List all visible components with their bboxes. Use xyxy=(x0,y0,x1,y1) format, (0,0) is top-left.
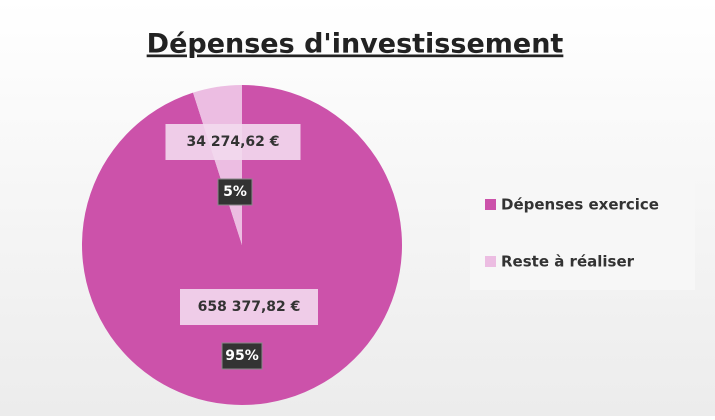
legend-label: Dépenses exercice xyxy=(501,196,659,214)
value-label: 34 274,62 € xyxy=(187,134,280,150)
value-label-box xyxy=(180,289,318,325)
legend-label: Reste à réaliser xyxy=(501,253,635,271)
percentage-label: 95% xyxy=(225,348,259,364)
value-label-box xyxy=(165,124,301,160)
percentage-label: 5% xyxy=(223,184,247,200)
percentage-label-box xyxy=(217,178,253,206)
legend-swatch xyxy=(485,199,496,210)
value-label: 658 377,82 € xyxy=(198,299,301,315)
percentage-label-box xyxy=(221,342,263,370)
chart-title: Dépenses d'investissement xyxy=(147,29,564,60)
legend-panel xyxy=(470,175,695,290)
legend-swatch xyxy=(485,256,496,267)
pie-slice xyxy=(81,85,402,405)
